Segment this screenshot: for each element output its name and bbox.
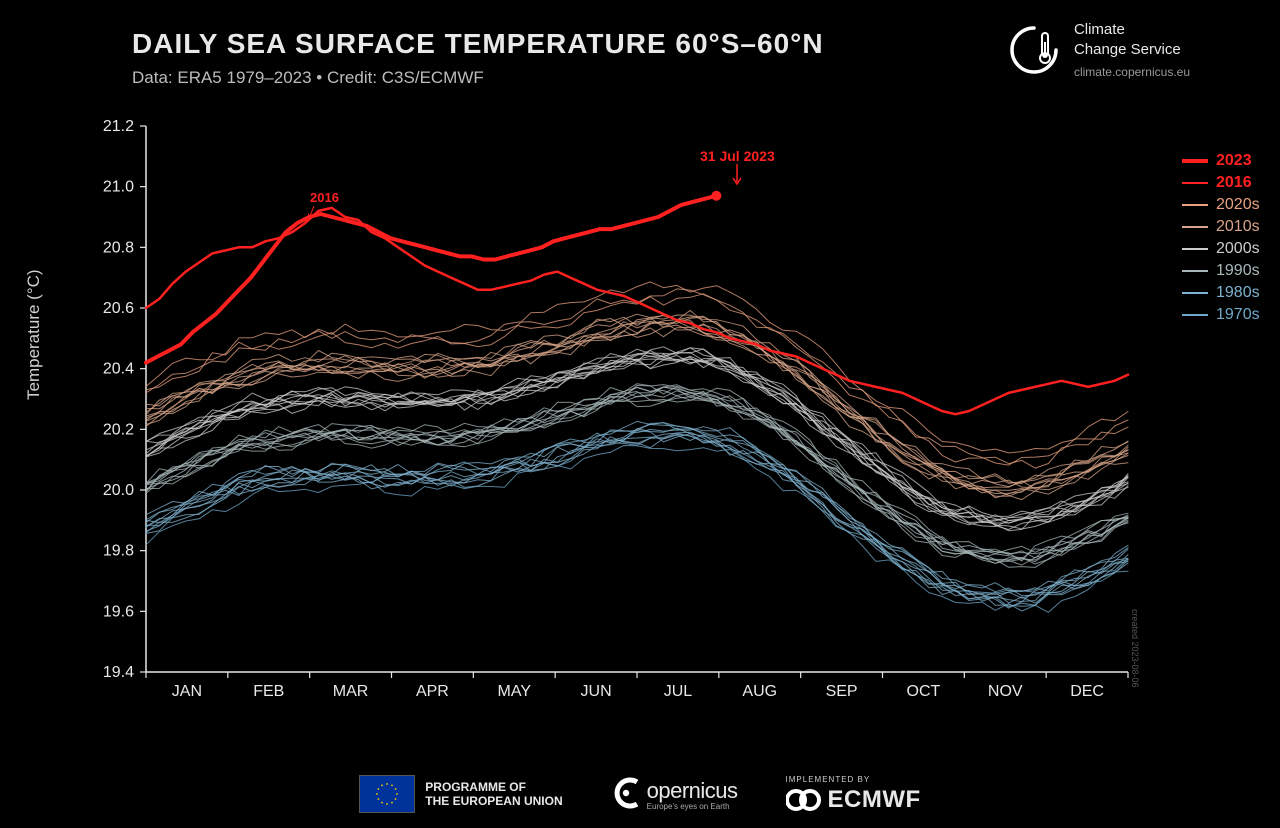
svg-text:APR: APR xyxy=(416,683,449,700)
legend-item: 2020s xyxy=(1182,194,1266,216)
footer-logos: PROGRAMME OF THE EUROPEAN UNION opernicu… xyxy=(0,774,1280,814)
ecmwf-icon xyxy=(786,787,822,813)
svg-text:OCT: OCT xyxy=(907,683,941,700)
svg-text:MAR: MAR xyxy=(333,683,369,700)
annotation-2023: 31 Jul 2023 xyxy=(700,148,775,188)
svg-text:JAN: JAN xyxy=(172,683,202,700)
sst-chart: 19.4 19.6 19.8 20.0 20.2 20.4 20.6 20.8 21.0 21.2… xyxy=(98,120,1138,700)
ecmwf-implemented: IMPLEMENTED BY xyxy=(786,775,871,784)
svg-text:DEC: DEC xyxy=(1070,683,1104,700)
copernicus-sub: Europe's eyes on Earth xyxy=(647,802,738,811)
svg-text:19.4: 19.4 xyxy=(103,664,134,681)
legend-item: 1980s xyxy=(1182,282,1266,304)
svg-text:19.8: 19.8 xyxy=(103,543,134,560)
svg-text:21.2: 21.2 xyxy=(103,120,134,135)
legend-item: 2016 xyxy=(1182,172,1266,194)
logo-line1: Climate xyxy=(1074,20,1190,40)
eu-text-1: PROGRAMME OF xyxy=(425,780,562,794)
eu-programme-logo: PROGRAMME OF THE EUROPEAN UNION xyxy=(359,775,562,813)
svg-text:19.6: 19.6 xyxy=(103,603,134,620)
copernicus-text: opernicus xyxy=(647,778,738,804)
svg-text:20.2: 20.2 xyxy=(103,421,134,438)
legend-item: 1970s xyxy=(1182,304,1266,326)
created-stamp: created 2023-08-06 xyxy=(1130,609,1140,688)
legend-item: 1990s xyxy=(1182,260,1266,282)
ecmwf-text: ECMWF xyxy=(828,786,921,814)
svg-text:AUG: AUG xyxy=(742,683,777,700)
legend: 202320162020s2010s2000s1990s1980s1970s xyxy=(1182,150,1266,326)
eu-text-2: THE EUROPEAN UNION xyxy=(425,794,562,808)
y-axis-label: Temperature (°C) xyxy=(24,269,44,400)
eu-flag-icon xyxy=(359,775,415,813)
svg-text:JUL: JUL xyxy=(664,683,693,700)
legend-item: 2023 xyxy=(1182,150,1266,172)
chart-subtitle: Data: ERA5 1979–2023 • Credit: C3S/ECMWF xyxy=(132,68,824,88)
svg-text:20.4: 20.4 xyxy=(103,361,134,378)
svg-text:SEP: SEP xyxy=(826,683,858,700)
copernicus-c-icon xyxy=(611,774,645,814)
svg-text:MAY: MAY xyxy=(498,683,532,700)
svg-text:20.8: 20.8 xyxy=(103,239,134,256)
svg-text:NOV: NOV xyxy=(988,683,1023,700)
svg-text:21.0: 21.0 xyxy=(103,179,134,196)
copernicus-logo: opernicus Europe's eyes on Earth xyxy=(611,774,738,814)
annotation-2016: 2016 xyxy=(310,190,339,205)
c3s-logo: Climate Change Service climate.copernicu… xyxy=(1006,20,1190,79)
svg-text:JUN: JUN xyxy=(581,683,612,700)
svg-text:FEB: FEB xyxy=(253,683,284,700)
legend-item: 2000s xyxy=(1182,238,1266,260)
thermometer-icon xyxy=(1006,22,1062,78)
chart-title: DAILY SEA SURFACE TEMPERATURE 60°S–60°N xyxy=(132,28,824,60)
legend-item: 2010s xyxy=(1182,216,1266,238)
logo-line2: Change Service xyxy=(1074,40,1190,60)
ecmwf-logo: IMPLEMENTED BY ECMWF xyxy=(786,775,921,814)
logo-url: climate.copernicus.eu xyxy=(1074,65,1190,79)
svg-text:20.0: 20.0 xyxy=(103,482,134,499)
svg-text:20.6: 20.6 xyxy=(103,300,134,317)
